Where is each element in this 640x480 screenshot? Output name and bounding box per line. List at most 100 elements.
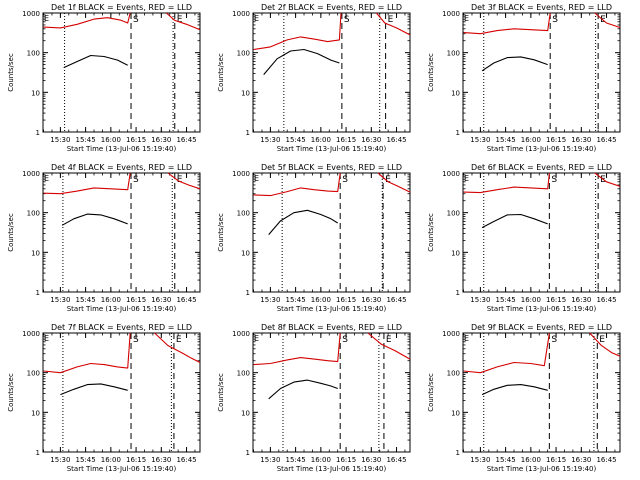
x-tick-label: 16:00 — [311, 456, 331, 464]
series-events-line — [268, 379, 338, 400]
x-tick-label: 16:45 — [176, 296, 196, 304]
x-tick-label: 16:00 — [101, 456, 121, 464]
plot-frame — [42, 332, 201, 453]
series-lld-line — [594, 172, 621, 187]
series-lld-line — [253, 12, 342, 51]
end-marker: E — [254, 14, 259, 23]
plot-frame — [42, 12, 201, 133]
panel-det-9: Det 9f BLACK = Events, RED = LLD 1 10 100 10… — [427, 323, 621, 473]
x-tick-label: 16:30 — [151, 456, 171, 464]
panel-det-4: Det 4f BLACK = Events, RED = LLD 1 10 100 10… — [7, 163, 201, 313]
panel-det-2: Det 2f BLACK = Events, RED = LLD 1 10 100 10… — [217, 3, 411, 153]
series-lld-line — [166, 12, 201, 31]
plot-frame — [462, 332, 621, 453]
y-tick-label: 1 — [246, 449, 250, 457]
end-marker: E — [44, 14, 49, 23]
panel-det-3: Det 3f BLACK = Events, RED = LLD 1 10 100 10… — [427, 3, 621, 153]
y-tick-label: 100 — [27, 50, 40, 58]
x-axis-label: Start Time (13-Jul-06 15:19:40) — [67, 145, 177, 153]
panel-det-1: Det 1f BLACK = Events, RED = LLD 1 10 100 10… — [7, 3, 201, 153]
x-tick-label: 16:00 — [101, 296, 121, 304]
panel-title: Det 2f BLACK = Events, RED = LLD — [261, 3, 402, 12]
y-tick-label: 1000 — [22, 10, 40, 18]
y-axis-label: Counts/sec — [217, 213, 225, 252]
end-marker: E — [464, 174, 469, 183]
series-lld-line — [375, 12, 411, 36]
panel-title: Det 1f BLACK = Events, RED = LLD — [51, 3, 192, 12]
y-tick-label: 10 — [31, 249, 40, 257]
end-marker: E — [176, 335, 182, 345]
x-tick-label: 16:30 — [571, 456, 591, 464]
x-tick-label: 15:45 — [496, 456, 516, 464]
x-tick-label: 15:45 — [76, 456, 96, 464]
series-events-line — [60, 383, 128, 396]
x-tick-label: 16:15 — [546, 456, 566, 464]
end-marker: E — [388, 15, 394, 25]
x-tick-label: 16:15 — [336, 136, 356, 144]
panel-title: Det 8f BLACK = Events, RED = LLD — [261, 323, 402, 332]
x-tick-label: 16:30 — [361, 136, 381, 144]
x-tick-label: 15:30 — [50, 456, 70, 464]
series-lld-line — [167, 172, 201, 190]
series-lld-line — [463, 332, 550, 374]
series-lld-line — [463, 12, 551, 35]
series-events-line — [481, 384, 548, 396]
y-tick-label: 1000 — [442, 170, 460, 178]
plot-frame — [42, 172, 201, 293]
y-axis-label: Counts/sec — [7, 53, 15, 92]
y-tick-label: 1 — [36, 129, 40, 137]
y-tick-label: 1 — [246, 289, 250, 297]
x-tick-label: 15:45 — [496, 296, 516, 304]
x-tick-label: 15:30 — [260, 456, 280, 464]
y-tick-label: 10 — [451, 89, 460, 97]
end-marker: E — [254, 174, 259, 183]
x-tick-label: 16:15 — [546, 296, 566, 304]
x-tick-label: 15:45 — [76, 136, 96, 144]
y-tick-label: 1000 — [22, 170, 40, 178]
x-tick-label: 16:45 — [386, 136, 406, 144]
panel-title: Det 9f BLACK = Events, RED = LLD — [471, 323, 612, 332]
start-marker: S — [342, 175, 348, 185]
x-axis-label: Start Time (13-Jul-06 15:19:40) — [487, 145, 597, 153]
series-events-line — [61, 213, 128, 226]
y-tick-label: 1 — [246, 129, 250, 137]
x-tick-label: 15:45 — [286, 136, 306, 144]
end-marker: E — [177, 15, 183, 25]
y-axis-label: Counts/sec — [427, 373, 435, 412]
end-marker: E — [44, 334, 49, 343]
end-marker: E — [599, 335, 605, 345]
y-tick-label: 1000 — [232, 10, 250, 18]
x-tick-label: 15:45 — [286, 296, 306, 304]
x-tick-label: 16:45 — [596, 136, 616, 144]
y-tick-label: 1 — [456, 449, 460, 457]
series-events-line — [63, 54, 128, 69]
x-tick-label: 15:30 — [260, 296, 280, 304]
y-tick-label: 10 — [451, 249, 460, 257]
x-tick-label: 15:30 — [470, 456, 490, 464]
x-tick-label: 16:30 — [571, 136, 591, 144]
start-marker: S — [344, 15, 350, 25]
y-tick-label: 100 — [447, 210, 460, 218]
panel-title: Det 5f BLACK = Events, RED = LLD — [261, 163, 402, 172]
x-tick-label: 16:15 — [126, 136, 146, 144]
end-marker: E — [385, 175, 391, 185]
plot-frame — [252, 172, 411, 293]
x-tick-label: 16:45 — [596, 456, 616, 464]
x-axis-label: Start Time (13-Jul-06 15:19:40) — [277, 145, 387, 153]
series-events-line — [268, 209, 338, 235]
x-axis-label: Start Time (13-Jul-06 15:19:40) — [277, 305, 387, 313]
x-tick-label: 16:45 — [596, 296, 616, 304]
x-tick-label: 15:30 — [260, 136, 280, 144]
y-tick-label: 1000 — [442, 330, 460, 338]
x-axis-label: Start Time (13-Jul-06 15:19:40) — [277, 465, 387, 473]
y-tick-label: 1000 — [232, 170, 250, 178]
series-lld-line — [43, 332, 131, 374]
x-tick-label: 16:30 — [361, 456, 381, 464]
end-marker: E — [464, 14, 469, 23]
x-axis-label: Start Time (13-Jul-06 15:19:40) — [67, 305, 177, 313]
x-tick-label: 16:00 — [311, 296, 331, 304]
end-marker: E — [254, 334, 259, 343]
x-tick-label: 16:30 — [151, 296, 171, 304]
series-events-line — [263, 48, 340, 75]
